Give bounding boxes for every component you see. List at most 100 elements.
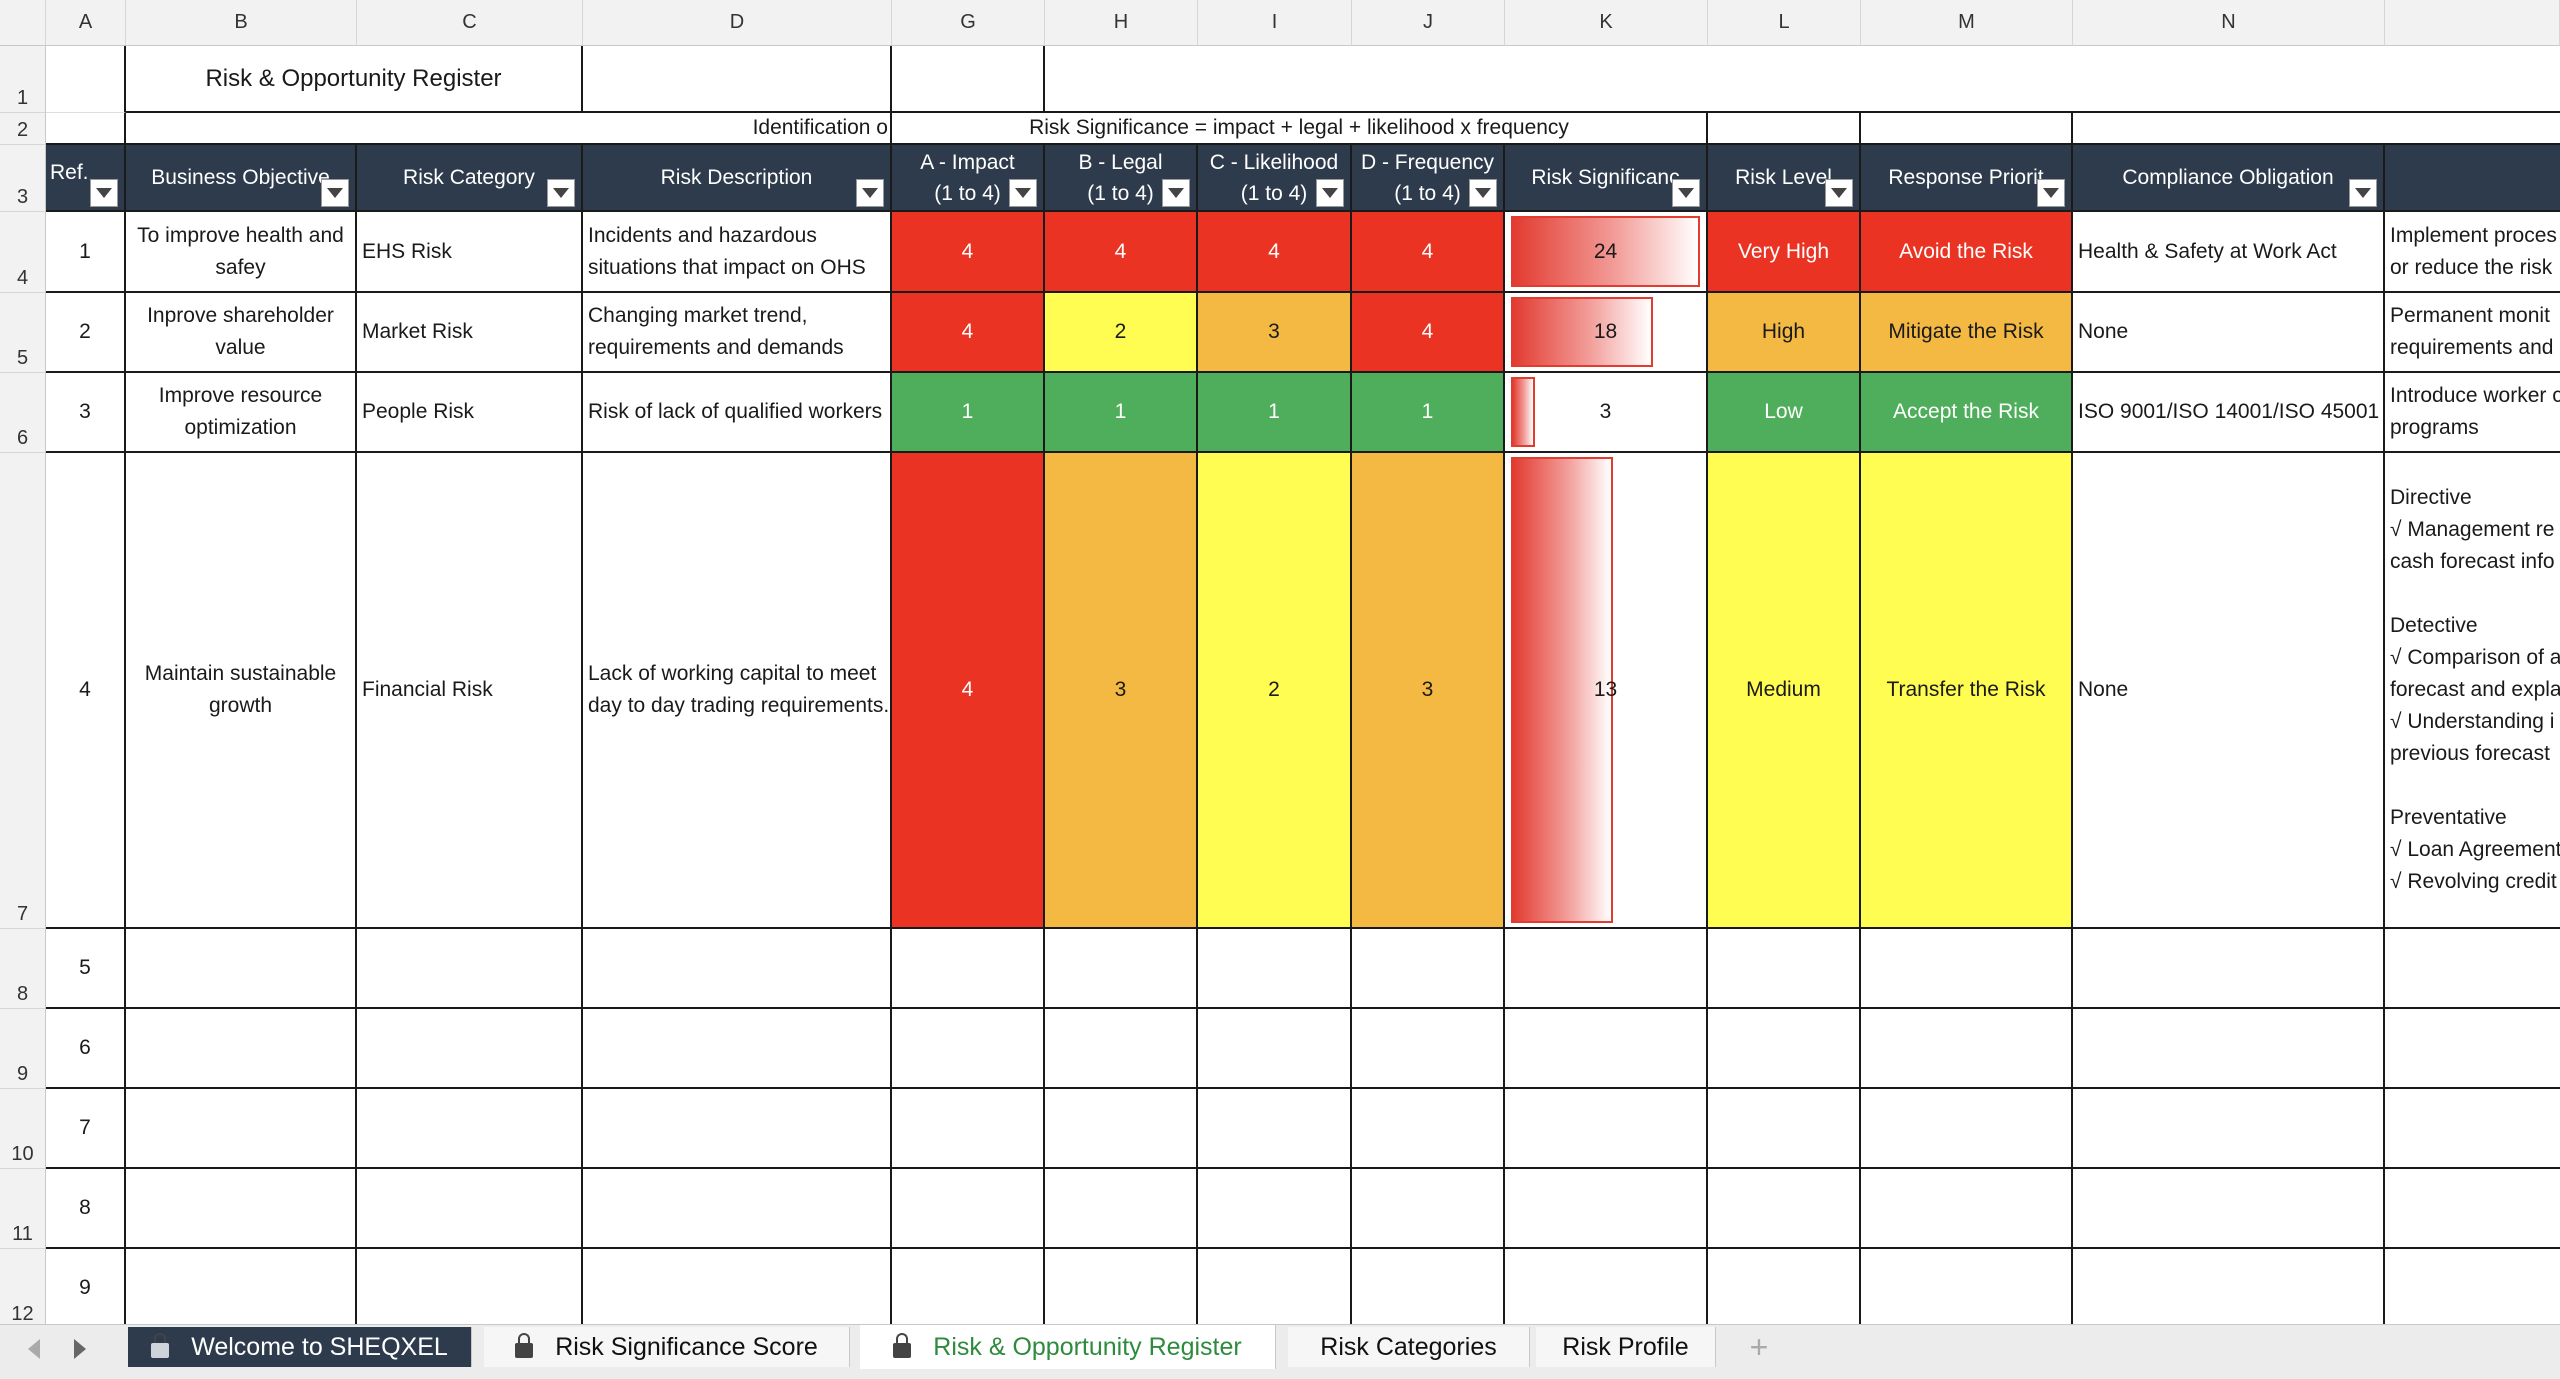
- cell-description[interactable]: Lack of working capital to meet day to d…: [583, 453, 892, 929]
- header-controls[interactable]: [2385, 145, 2560, 212]
- cell-likelihood[interactable]: [1198, 1169, 1352, 1249]
- cell-category[interactable]: [357, 1089, 583, 1169]
- header-category[interactable]: Risk Category: [357, 145, 583, 212]
- cell-category[interactable]: EHS Risk: [357, 212, 583, 293]
- cell-controls[interactable]: Implement proces or reduce the risk: [2385, 212, 2560, 293]
- cell-description[interactable]: Incidents and hazardous situations that …: [583, 212, 892, 293]
- cell-frequency[interactable]: [1352, 1249, 1505, 1328]
- cell-priority[interactable]: [1861, 929, 2073, 1009]
- cell-ref[interactable]: 5: [46, 929, 126, 1009]
- empty-cell[interactable]: [46, 113, 126, 145]
- filter-dropdown-icon[interactable]: [2037, 179, 2065, 207]
- cell-level[interactable]: [1708, 1169, 1861, 1249]
- cell-legal[interactable]: 2: [1045, 293, 1198, 373]
- cell-objective[interactable]: [126, 929, 357, 1009]
- spreadsheet-grid[interactable]: A B C D G H I J K L M N 1 2 3 4 5 6 7 8 9 10 11 12 Risk & Opport…: [0, 0, 2560, 1328]
- cell-priority[interactable]: Avoid the Risk: [1861, 212, 2073, 293]
- cell-compliance[interactable]: [2073, 1249, 2385, 1328]
- cell-level[interactable]: Low: [1708, 373, 1861, 453]
- cell-impact[interactable]: [892, 1249, 1045, 1328]
- cell-significance[interactable]: [1505, 1089, 1708, 1169]
- column-header-b[interactable]: B: [126, 0, 357, 46]
- cell-level[interactable]: [1708, 1089, 1861, 1169]
- cell-ref[interactable]: 6: [46, 1009, 126, 1089]
- sheet-tab-1[interactable]: Welcome to SHEQXEL: [128, 1327, 472, 1367]
- cell-frequency[interactable]: 3: [1352, 453, 1505, 929]
- cell-impact[interactable]: [892, 1089, 1045, 1169]
- cell-likelihood[interactable]: [1198, 1089, 1352, 1169]
- column-header-a[interactable]: A: [46, 0, 126, 46]
- cell-compliance[interactable]: Health & Safety at Work Act: [2073, 212, 2385, 293]
- cell-legal[interactable]: [1045, 1089, 1198, 1169]
- header-objective[interactable]: Business Objective: [126, 145, 357, 212]
- cell-ref[interactable]: 4: [46, 453, 126, 929]
- cell-likelihood[interactable]: [1198, 1009, 1352, 1089]
- cell-frequency[interactable]: 1: [1352, 373, 1505, 453]
- cell-compliance[interactable]: None: [2073, 293, 2385, 373]
- column-header-g[interactable]: G: [892, 0, 1045, 46]
- column-header-d[interactable]: D: [583, 0, 892, 46]
- cell-compliance[interactable]: ISO 9001/ISO 14001/ISO 45001: [2073, 373, 2385, 453]
- header-likelihood[interactable]: C - Likelihood (1 to 4): [1198, 145, 1352, 212]
- empty-cell[interactable]: [892, 46, 1045, 113]
- cell-frequency[interactable]: 4: [1352, 212, 1505, 293]
- column-header-j[interactable]: J: [1352, 0, 1505, 46]
- cell-priority[interactable]: Accept the Risk: [1861, 373, 2073, 453]
- cell-priority[interactable]: [1861, 1009, 2073, 1089]
- header-compliance[interactable]: Compliance Obligation: [2073, 145, 2385, 212]
- row-header-2[interactable]: 2: [0, 113, 46, 145]
- cell-priority[interactable]: [1861, 1169, 2073, 1249]
- cell-significance[interactable]: 18: [1505, 293, 1708, 373]
- cell-controls[interactable]: [2385, 929, 2560, 1009]
- column-header-c[interactable]: C: [357, 0, 583, 46]
- cell-controls[interactable]: [2385, 1089, 2560, 1169]
- cell-level[interactable]: Very High: [1708, 212, 1861, 293]
- cell-compliance[interactable]: [2073, 929, 2385, 1009]
- sheet-tab-3[interactable]: Risk & Opportunity Register: [860, 1325, 1276, 1369]
- cell-frequency[interactable]: [1352, 929, 1505, 1009]
- empty-cell[interactable]: [46, 46, 126, 113]
- cell-impact[interactable]: [892, 1009, 1045, 1089]
- row-header-12[interactable]: 12: [0, 1249, 46, 1328]
- cell-compliance[interactable]: [2073, 1009, 2385, 1089]
- cell-impact[interactable]: [892, 1169, 1045, 1249]
- cell-legal[interactable]: 1: [1045, 373, 1198, 453]
- empty-cell[interactable]: [1861, 113, 2073, 145]
- cell-likelihood[interactable]: 4: [1198, 212, 1352, 293]
- cell-category[interactable]: [357, 1169, 583, 1249]
- cell-ref[interactable]: 9: [46, 1249, 126, 1328]
- header-description[interactable]: Risk Description: [583, 145, 892, 212]
- row-header-8[interactable]: 8: [0, 929, 46, 1009]
- cell-compliance[interactable]: None: [2073, 453, 2385, 929]
- cell-category[interactable]: [357, 1249, 583, 1328]
- cell-likelihood[interactable]: [1198, 929, 1352, 1009]
- header-legal[interactable]: B - Legal (1 to 4): [1045, 145, 1198, 212]
- cell-likelihood[interactable]: [1198, 1249, 1352, 1328]
- cell-compliance[interactable]: [2073, 1089, 2385, 1169]
- filter-dropdown-icon[interactable]: [1672, 179, 1700, 207]
- header-significance[interactable]: Risk Significanc: [1505, 145, 1708, 212]
- cell-category[interactable]: Financial Risk: [357, 453, 583, 929]
- sheet-tab-2[interactable]: Risk Significance Score: [484, 1327, 850, 1367]
- empty-cell[interactable]: [2073, 113, 2560, 145]
- empty-cell[interactable]: [583, 46, 892, 113]
- cell-significance[interactable]: [1505, 1249, 1708, 1328]
- cell-level[interactable]: High: [1708, 293, 1861, 373]
- select-all-corner[interactable]: [0, 0, 46, 46]
- scroll-left-icon[interactable]: [28, 1339, 40, 1359]
- cell-legal[interactable]: [1045, 1009, 1198, 1089]
- cell-controls[interactable]: Permanent monit requirements and: [2385, 293, 2560, 373]
- header-impact[interactable]: A - Impact (1 to 4): [892, 145, 1045, 212]
- cell-description[interactable]: [583, 1009, 892, 1089]
- cell-ref[interactable]: 2: [46, 293, 126, 373]
- cell-compliance[interactable]: [2073, 1169, 2385, 1249]
- filter-dropdown-icon[interactable]: [2349, 179, 2377, 207]
- column-header-l[interactable]: L: [1708, 0, 1861, 46]
- cell-significance[interactable]: 24: [1505, 212, 1708, 293]
- cell-description[interactable]: [583, 1089, 892, 1169]
- row-header-11[interactable]: 11: [0, 1169, 46, 1249]
- row-header-9[interactable]: 9: [0, 1009, 46, 1089]
- filter-dropdown-icon[interactable]: [547, 179, 575, 207]
- header-priority[interactable]: Response Priorit: [1861, 145, 2073, 212]
- cell-significance[interactable]: [1505, 1009, 1708, 1089]
